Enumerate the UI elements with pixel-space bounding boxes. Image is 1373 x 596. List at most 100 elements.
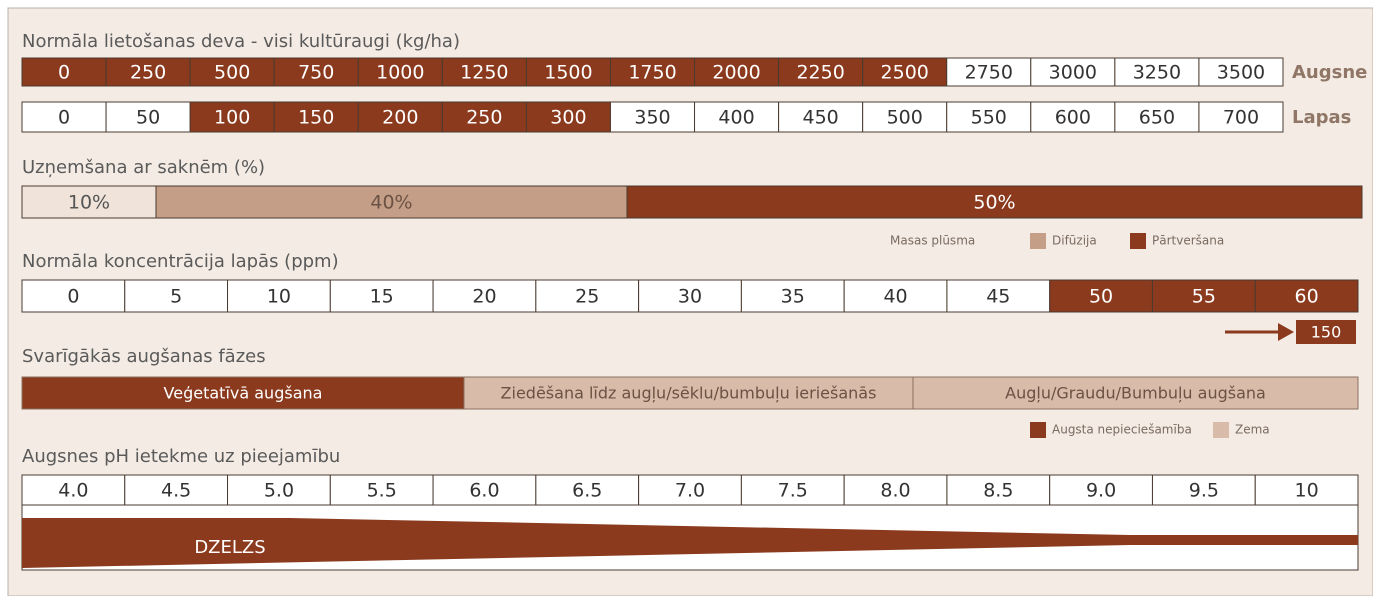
cell-label: 350	[634, 107, 670, 129]
legend-label: Masas plūsma	[890, 234, 975, 248]
cell-label: 4.0	[58, 480, 88, 502]
cell-label: 50	[136, 107, 160, 129]
cell	[21, 279, 126, 313]
cell	[227, 474, 331, 506]
cell-label: 10	[1295, 480, 1319, 502]
cell	[778, 57, 864, 87]
phase-segment	[21, 376, 465, 410]
section-title: Normāla koncentrācija lapās (ppm)	[22, 251, 339, 272]
cell	[329, 474, 434, 506]
cell	[124, 474, 229, 506]
element-label: DZELZS	[194, 537, 265, 558]
cell-label: 7.0	[675, 480, 705, 502]
section-title: Augsnes pH ietekme uz pieejamību	[22, 446, 340, 467]
cell	[1198, 101, 1284, 133]
row-label: Augsne	[1292, 62, 1367, 83]
cell-label: 25	[575, 286, 599, 308]
cell	[694, 101, 780, 133]
cell	[862, 101, 948, 133]
cell	[946, 279, 1051, 313]
cell-label: 0	[58, 107, 70, 129]
legend-label: Pārtveršana	[1152, 234, 1224, 248]
cell-label: 9.5	[1189, 480, 1219, 502]
cell-label: 50	[1089, 286, 1113, 308]
cell-label: 200	[382, 107, 418, 129]
cell	[189, 101, 275, 133]
cell	[525, 57, 611, 87]
cell-label: 600	[1055, 107, 1091, 129]
cell	[740, 474, 845, 506]
phase-label: Veģetatīvā augšana	[164, 384, 323, 403]
row-label: Lapas	[1292, 107, 1351, 128]
cell-label: 1000	[376, 62, 424, 84]
cell-label: 0	[58, 62, 70, 84]
legend-swatch	[1213, 422, 1229, 438]
section-title: Uzņemšana ar saknēm (%)	[22, 157, 265, 178]
cell-label: 700	[1223, 107, 1259, 129]
uptake-segment	[155, 185, 628, 219]
cell	[694, 57, 780, 87]
cell	[432, 279, 537, 313]
availability-wedge	[22, 518, 1358, 568]
cell-label: 3250	[1133, 62, 1181, 84]
cell-label: 3500	[1217, 62, 1265, 84]
cell	[609, 101, 696, 133]
legend-label: Augsta nepieciešamība	[1052, 423, 1192, 437]
cell	[946, 474, 1051, 506]
cell-label: 7.5	[778, 480, 808, 502]
cell	[1254, 279, 1359, 313]
uptake-segment	[21, 185, 157, 219]
cell-label: 1750	[628, 62, 676, 84]
cell-label: 3000	[1049, 62, 1097, 84]
overflow-label: 150	[1311, 323, 1342, 342]
phase-segment	[463, 376, 914, 410]
cell-label: 250	[466, 107, 502, 129]
cell	[1030, 57, 1116, 87]
phase-segment	[912, 376, 1359, 410]
cell	[740, 279, 845, 313]
overflow-box	[1296, 320, 1356, 344]
cell	[21, 57, 107, 87]
cell-label: 500	[887, 107, 923, 129]
cell	[1030, 101, 1116, 133]
cell	[946, 101, 1032, 133]
cell-label: 5.5	[367, 480, 397, 502]
cell	[441, 101, 527, 133]
cell-label: 35	[781, 286, 805, 308]
cell	[1049, 279, 1153, 313]
cell-label: 650	[1139, 107, 1175, 129]
cell-label: 8.0	[880, 480, 910, 502]
cell	[609, 57, 696, 87]
cell-label: 100	[214, 107, 250, 129]
legend-swatch	[1030, 233, 1046, 249]
cell	[105, 57, 191, 87]
cell-label: 4.5	[161, 480, 191, 502]
cell	[357, 101, 443, 133]
cell-label: 30	[678, 286, 702, 308]
cell	[1114, 101, 1200, 133]
cell-label: 5.0	[264, 480, 294, 502]
legend-label: Difūzija	[1052, 234, 1097, 248]
cell-label: 400	[718, 107, 754, 129]
cell-label: 750	[298, 62, 334, 84]
arrow-head	[1278, 323, 1294, 341]
cell-label: 300	[550, 107, 586, 129]
cell-label: 550	[971, 107, 1007, 129]
cell-label: 500	[214, 62, 250, 84]
cell-label: 15	[370, 286, 394, 308]
cell	[227, 279, 331, 313]
cell	[638, 279, 742, 313]
cell	[21, 101, 107, 133]
cell	[1254, 474, 1359, 506]
cell-label: 1250	[460, 62, 508, 84]
cell-label: 250	[130, 62, 166, 84]
legend-label: Zema	[1235, 423, 1270, 437]
cell-label: 6.5	[572, 480, 602, 502]
phase-label: Ziedēšana līdz augļu/sēklu/bumbuļu ierie…	[501, 384, 877, 403]
cell	[1198, 57, 1284, 87]
cell-label: 20	[472, 286, 496, 308]
cell	[946, 57, 1032, 87]
cell-label: 45	[986, 286, 1010, 308]
cell-label: 2250	[796, 62, 844, 84]
